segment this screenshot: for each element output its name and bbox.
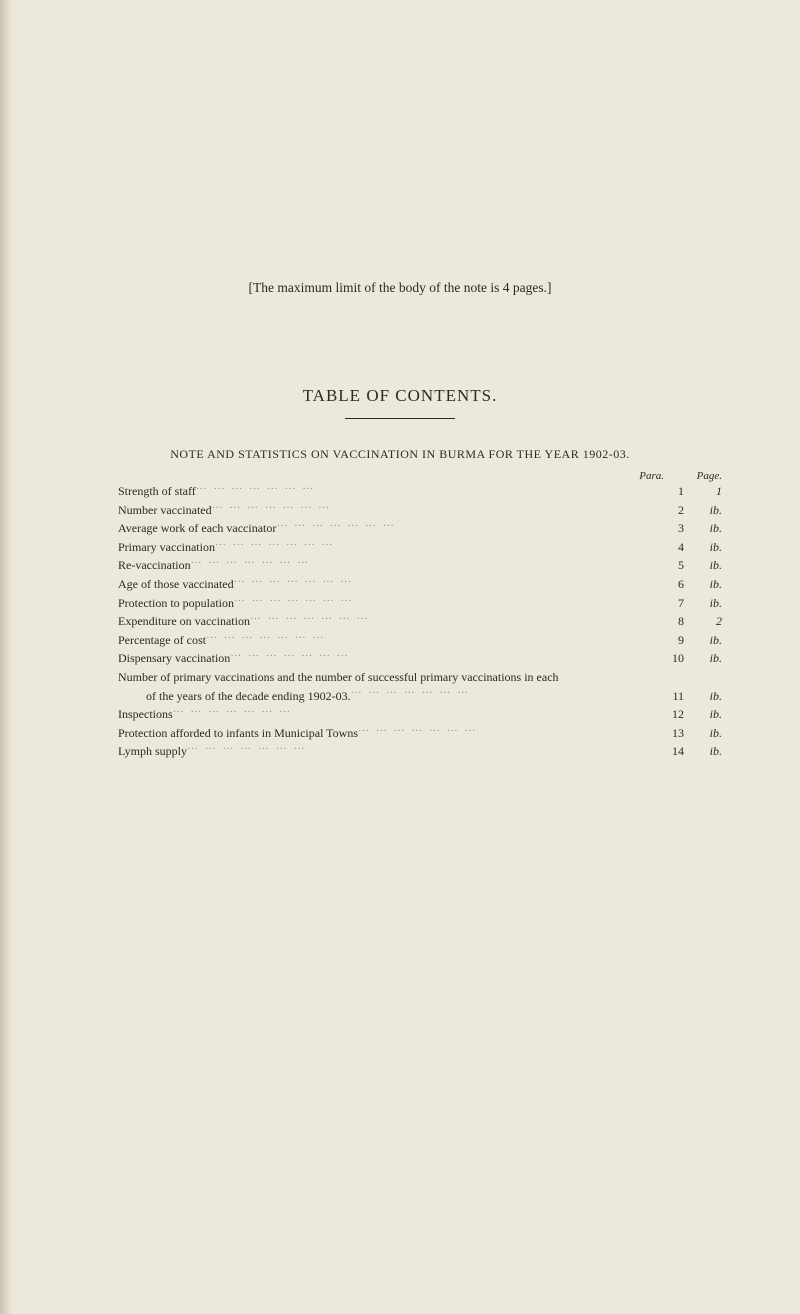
table-row: Age of those vaccinated 6 ib. — [118, 575, 722, 594]
row-label: Protection to population — [118, 594, 234, 613]
row-page: ib. — [684, 501, 722, 520]
row-page: 2 — [684, 612, 722, 631]
row-para: 12 — [638, 705, 684, 724]
row-label: Lymph supply — [118, 742, 187, 761]
row-para: 10 — [638, 649, 684, 668]
row-para: 14 — [638, 742, 684, 761]
row-label: Inspections — [118, 705, 173, 724]
table-row: Inspections 12 ib. — [118, 705, 722, 724]
table-row: Number of primary vaccinations and the n… — [118, 668, 722, 687]
contents-header: Para. Page. — [118, 470, 722, 482]
row-page: ib. — [684, 631, 722, 650]
header-page: Page. — [684, 470, 722, 482]
table-row: Dispensary vaccination 10 ib. — [118, 649, 722, 668]
row-page: ib. — [684, 742, 722, 761]
row-page: 1 — [684, 482, 722, 501]
table-row: of the years of the decade ending 1902-0… — [118, 687, 722, 706]
leader-dots — [187, 743, 638, 755]
leader-dots — [276, 520, 638, 532]
row-para: 9 — [638, 631, 684, 650]
row-para: 1 — [638, 482, 684, 501]
table-row: Re-vaccination 5 ib. — [118, 556, 722, 575]
row-label: Number vaccinated — [118, 501, 212, 520]
leader-dots — [215, 539, 638, 551]
row-para: 11 — [638, 687, 684, 706]
leader-dots — [206, 632, 638, 644]
row-label: Average work of each vaccinator — [118, 519, 276, 538]
table-row: Expenditure on vaccination 8 2 — [118, 612, 722, 631]
table-row: Average work of each vaccinator 3 ib. — [118, 519, 722, 538]
row-label: Age of those vaccinated — [118, 575, 234, 594]
row-label: Primary vaccination — [118, 538, 215, 557]
leader-dots — [191, 557, 638, 569]
limit-note: [The maximum limit of the body of the no… — [60, 0, 740, 296]
table-row: Lymph supply 14 ib. — [118, 742, 722, 761]
row-label: Strength of staff — [118, 482, 196, 501]
contents-table: Para. Page. Strength of staff 1 1 Number… — [60, 470, 740, 761]
leader-dots — [212, 502, 638, 514]
row-para: 4 — [638, 538, 684, 557]
leader-dots — [234, 576, 638, 588]
row-page: ib. — [684, 649, 722, 668]
row-label: Re-vaccination — [118, 556, 191, 575]
leader-dots — [173, 706, 638, 718]
row-page: ib. — [684, 575, 722, 594]
row-page: ib. — [684, 687, 722, 706]
row-label: Number of primary vaccinations and the n… — [118, 668, 559, 687]
row-page: ib. — [684, 594, 722, 613]
table-row: Strength of staff 1 1 — [118, 482, 722, 501]
leader-dots — [351, 688, 638, 700]
row-label: Percentage of cost — [118, 631, 206, 650]
row-label: Expenditure on vaccination — [118, 612, 250, 631]
leader-dots — [358, 725, 638, 737]
toc-title-rule — [345, 418, 455, 419]
table-row: Percentage of cost 9 ib. — [118, 631, 722, 650]
table-row: Number vaccinated 2 ib. — [118, 501, 722, 520]
row-page: ib. — [684, 519, 722, 538]
leader-dots — [234, 595, 638, 607]
row-para: 8 — [638, 612, 684, 631]
toc-title: TABLE OF CONTENTS. — [60, 386, 740, 406]
row-para: 3 — [638, 519, 684, 538]
leader-dots — [559, 669, 638, 681]
table-row: Primary vaccination 4 ib. — [118, 538, 722, 557]
note-title: NOTE AND STATISTICS ON VACCINATION IN BU… — [60, 447, 740, 462]
row-para: 13 — [638, 724, 684, 743]
row-page: ib. — [684, 556, 722, 575]
leader-dots — [196, 483, 638, 495]
row-para: 5 — [638, 556, 684, 575]
header-para: Para. — [618, 470, 664, 482]
leader-dots — [230, 650, 638, 662]
table-row: Protection afforded to infants in Munici… — [118, 724, 722, 743]
leader-dots — [250, 613, 638, 625]
row-label: of the years of the decade ending 1902-0… — [118, 687, 351, 706]
row-label: Protection afforded to infants in Munici… — [118, 724, 358, 743]
page: [The maximum limit of the body of the no… — [0, 0, 800, 1314]
row-para: 7 — [638, 594, 684, 613]
row-page: ib. — [684, 538, 722, 557]
row-page: ib. — [684, 705, 722, 724]
row-para: 6 — [638, 575, 684, 594]
row-page: ib. — [684, 724, 722, 743]
row-label: Dispensary vaccination — [118, 649, 230, 668]
row-para: 2 — [638, 501, 684, 520]
table-row: Protection to population 7 ib. — [118, 594, 722, 613]
